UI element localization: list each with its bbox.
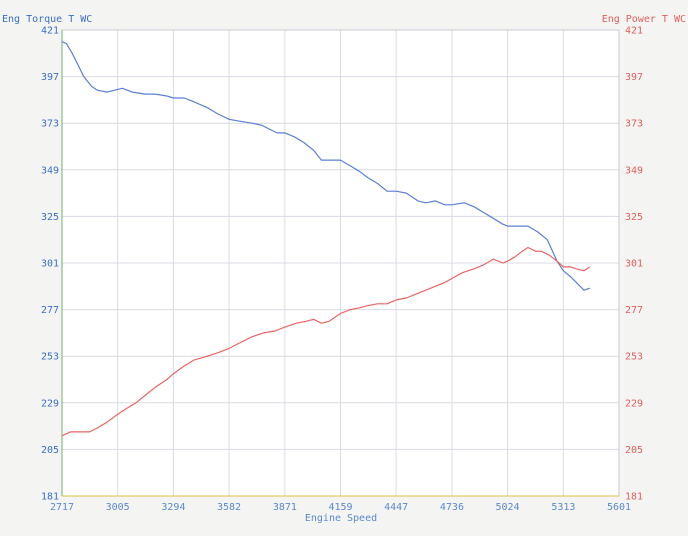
right-tick-label: 421 (625, 26, 643, 37)
x-tick-label: 4159 (328, 502, 352, 513)
right-tick-label: 205 (625, 445, 643, 456)
right-tick-label: 253 (625, 352, 643, 363)
left-axis-title: Eng Torque T WC (2, 14, 92, 25)
x-tick-label: 4736 (440, 502, 464, 513)
left-tick-label: 253 (41, 352, 59, 363)
left-tick-label: 205 (41, 445, 59, 456)
right-tick-label: 301 (625, 259, 643, 270)
right-tick-label: 349 (625, 165, 643, 176)
x-tick-label: 4447 (384, 502, 408, 513)
x-tick-label: 5024 (496, 502, 520, 513)
left-tick-label: 325 (41, 212, 59, 223)
right-tick-label: 325 (625, 212, 643, 223)
right-tick-label: 277 (625, 305, 643, 316)
left-tick-label: 181 (41, 492, 59, 503)
right-tick-label: 181 (625, 492, 643, 503)
x-tick-label: 3582 (217, 502, 241, 513)
left-tick-label: 277 (41, 305, 59, 316)
torque-series-line (61, 41, 590, 291)
x-tick-label: 2717 (50, 502, 74, 513)
left-tick-label: 229 (41, 398, 59, 409)
right-tick-label: 397 (625, 72, 643, 83)
tick-labels: 2717 3005 3294 3582 3871 4159 4447 4736 5024 5313… (41, 26, 643, 514)
x-tick-label: 3871 (273, 502, 297, 513)
x-tick-label: 3005 (106, 502, 130, 513)
x-axis-title: Engine Speed (305, 513, 377, 524)
left-tick-label: 421 (41, 26, 59, 37)
right-tick-label: 373 (625, 119, 643, 130)
x-tick-label: 3294 (161, 502, 185, 513)
left-tick-label: 373 (41, 119, 59, 130)
left-tick-label: 301 (41, 259, 59, 270)
right-tick-label: 229 (625, 398, 643, 409)
x-tick-label: 5601 (607, 502, 631, 513)
x-tick-label: 5313 (551, 502, 575, 513)
series-group (61, 41, 591, 437)
left-tick-label: 349 (41, 165, 59, 176)
left-tick-label: 397 (41, 72, 59, 83)
power-series-line (61, 246, 591, 437)
right-axis-title: Eng Power T WC (602, 14, 686, 25)
